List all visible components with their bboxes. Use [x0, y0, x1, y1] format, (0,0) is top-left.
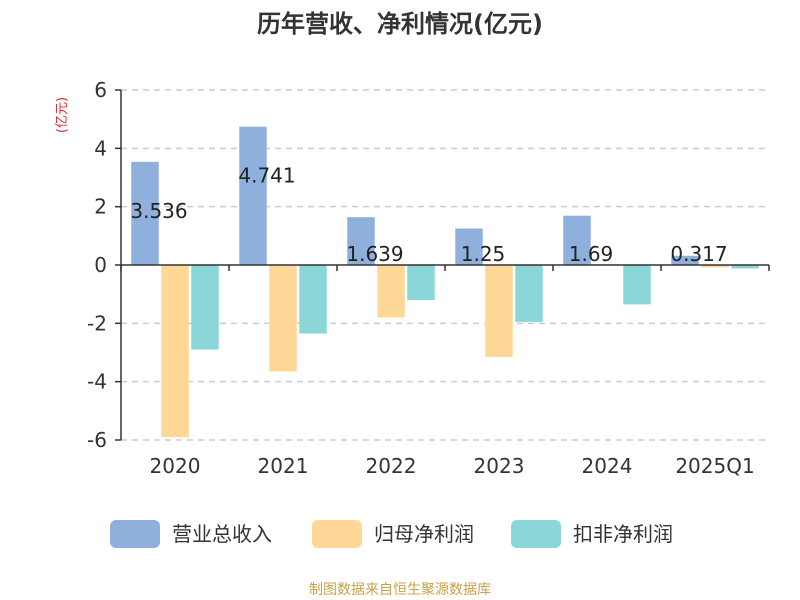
bar-1-2024 — [563, 215, 591, 265]
legend-label: 扣非净利润 — [573, 522, 673, 546]
legend-label: 归母净利润 — [374, 522, 474, 546]
x-tick-label: 2024 — [582, 454, 633, 478]
bar-group-2025Q1 — [671, 255, 759, 269]
bar-2-2020 — [161, 265, 189, 438]
y-tick-label: 0 — [94, 253, 107, 277]
bar-group-2021 — [239, 126, 327, 372]
legend: 营业总收入 归母净利润 扣非净利润 — [110, 520, 673, 548]
y-tick-labels: -6 -4 -2 0 2 4 6 — [87, 78, 107, 452]
bar-1-2023 — [455, 228, 483, 265]
bar-2-2023 — [485, 265, 513, 357]
data-label: 3.536 — [130, 199, 187, 223]
bar-1-2020 — [131, 161, 159, 265]
x-tick-label: 2023 — [474, 454, 525, 478]
data-label: 1.69 — [569, 242, 614, 266]
bar-groups — [131, 126, 759, 438]
bar-2-2022 — [377, 265, 405, 318]
y-tick-label: -4 — [87, 370, 107, 394]
legend-item-1: 营业总收入 — [110, 520, 272, 548]
data-labels: 3.536 4.741 1.639 1.25 1.69 0.317 — [130, 164, 727, 266]
y-tick-label: 6 — [94, 78, 107, 102]
legend-label: 营业总收入 — [172, 522, 272, 546]
axes — [115, 89, 770, 441]
bar-1-2021 — [239, 126, 267, 266]
x-tick-labels: 2020 2021 2022 2023 2024 2025Q1 — [150, 454, 755, 478]
legend-swatch — [110, 520, 160, 548]
y-tick-label: -2 — [87, 311, 107, 335]
bar-3-2020 — [191, 265, 219, 350]
legend-swatch — [511, 520, 561, 548]
legend-item-3: 扣非净利润 — [511, 520, 673, 548]
bar-2-2025Q1 — [701, 265, 729, 268]
bar-group-2024 — [563, 215, 651, 305]
bar-1-2025Q1 — [671, 255, 699, 265]
x-tick-label: 2025Q1 — [675, 454, 754, 478]
bar-3-2021 — [299, 265, 327, 334]
bar-3-2025Q1 — [731, 265, 759, 269]
y-tick-label: -6 — [87, 428, 107, 452]
bar-3-2023 — [515, 265, 543, 322]
data-label: 0.317 — [670, 242, 727, 266]
bar-2-2021 — [269, 265, 297, 372]
data-label: 1.25 — [461, 242, 506, 266]
y-axis-unit-label: (亿元) — [55, 97, 70, 133]
bar-group-2022 — [347, 217, 435, 318]
legend-swatch — [312, 520, 362, 548]
x-tick-label: 2021 — [258, 454, 309, 478]
x-tick-label: 2022 — [366, 454, 417, 478]
bar-3-2022 — [407, 265, 435, 300]
bar-1-2022 — [347, 217, 375, 265]
chart-title: 历年营收、净利情况(亿元) — [257, 10, 543, 38]
data-label: 4.741 — [238, 164, 295, 188]
bar-group-2020 — [131, 161, 219, 438]
gridlines — [121, 89, 769, 441]
legend-item-2: 归母净利润 — [312, 520, 474, 548]
bar-group-2023 — [455, 228, 543, 357]
bar-3-2024 — [623, 265, 651, 305]
data-label: 1.639 — [346, 242, 403, 266]
source-note: 制图数据来自恒生聚源数据库 — [309, 582, 491, 598]
y-tick-label: 4 — [94, 136, 107, 160]
y-tick-label: 2 — [94, 195, 107, 219]
x-tick-label: 2020 — [150, 454, 201, 478]
